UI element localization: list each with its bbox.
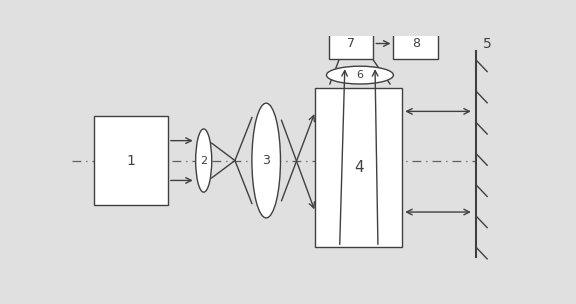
- Bar: [315, 88, 402, 247]
- Bar: [393, 28, 438, 59]
- Text: 4: 4: [354, 160, 363, 175]
- Text: 2: 2: [200, 156, 207, 166]
- Ellipse shape: [196, 129, 212, 192]
- Bar: [94, 116, 168, 205]
- Text: 1: 1: [127, 154, 135, 168]
- Bar: [329, 28, 373, 59]
- Ellipse shape: [327, 66, 393, 84]
- Text: 5: 5: [483, 36, 491, 50]
- Text: 8: 8: [412, 37, 420, 50]
- Text: 6: 6: [357, 70, 363, 80]
- Text: 7: 7: [347, 37, 355, 50]
- Ellipse shape: [252, 103, 281, 218]
- Text: 3: 3: [262, 154, 270, 167]
